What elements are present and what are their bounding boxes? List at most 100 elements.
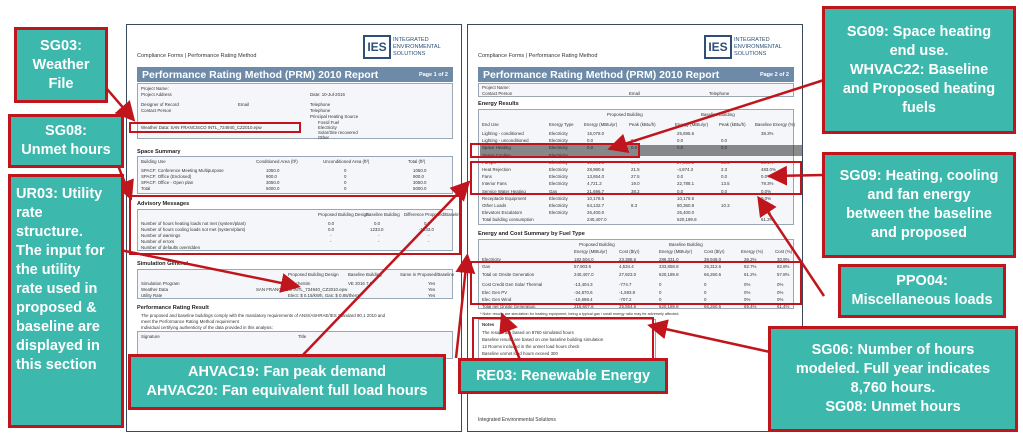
callout-sg06-line-3: 8,760 hours. (850, 380, 936, 396)
fuel-cell: 25,554.6 (619, 304, 637, 310)
energy-cell: Total building consumption (482, 217, 534, 223)
advisory-row-heating: Number of hours heating loads not met (s… (141, 221, 246, 226)
energy-cell: Heat Rejection (482, 167, 511, 172)
callout-sg09-mid-line-3: between the baseline (846, 206, 992, 222)
callout-ppo04-line-2: Miscellaneous loads (851, 292, 993, 308)
result-line-2: meet the Performance Rating Method requi… (141, 319, 239, 324)
hvac-energy-highlight-box (470, 161, 802, 195)
callout-ur03-line-4: The input for (16, 243, 105, 259)
fuel-cell: 0% (744, 282, 751, 288)
fuel-cell: Total net Onsite Generation (482, 304, 536, 310)
fuel-cell: 0 (704, 289, 707, 295)
fuel-cell: Elec Gen PV (482, 289, 508, 295)
space-summary-title: Space Summary (137, 149, 181, 155)
compliance-header-2: Compliance Forms | Performance Rating Me… (478, 53, 598, 59)
callout-re03-line-1: RE03: Renewable Energy (475, 367, 651, 384)
fuel-cell: 36.2% (744, 257, 757, 262)
callout-ur03-line-7: proposed & (16, 300, 97, 316)
energy-cell: 0.0 (721, 188, 728, 194)
energy-cell: Electricity (549, 203, 568, 208)
energy-cell: 38.3% (761, 131, 774, 136)
sim-row-program: Simulation Program (141, 281, 180, 286)
page-header: Compliance Forms | Performance Rating Me… (137, 35, 453, 65)
energy-cell: Electricity (549, 210, 568, 216)
energy-cell: 0.0 (677, 138, 684, 144)
fuel-cell: 0 (704, 297, 707, 302)
fuel-col-b-cost: Cost ($/yr) (704, 249, 725, 254)
space-row-2-use: SPACF: Office (Enclosed) (141, 174, 192, 179)
energy-cell: Fans (482, 174, 492, 180)
energy-cell: Electricity (549, 174, 568, 180)
energy-cell: 10,178.5 (587, 195, 605, 201)
fuel-cell: -1,593.9 (619, 289, 636, 295)
renewable-highlight-box (470, 261, 802, 305)
note-2: Baseline results are based on one baseli… (482, 337, 604, 342)
project-info-block: Project Name: Project Address Date: 10-J… (137, 83, 453, 140)
group-baseline-label: Baseline Building (701, 112, 735, 117)
callout-sg09-heating: SG09: Space heating end use. WHVAC22: Ba… (822, 6, 1016, 134)
fuel-cell: -707.2 (619, 297, 632, 302)
sim-col-proposed: Proposed Building Design (288, 272, 339, 277)
energy-cell: 26,400.0 (677, 210, 695, 216)
callout-sg08-line-2: Unmet hours (21, 142, 111, 158)
ies-logo-mark: IES (363, 35, 391, 59)
energy-cell: 0.0 (677, 188, 684, 194)
fuel-cell: 0 (659, 289, 662, 295)
fuel-cell: 333,858.8 (659, 264, 679, 270)
callout-sg03: SG03: Weather File (14, 27, 108, 103)
report-date: Date: 10-Jul-2016 (310, 92, 345, 97)
p2-project-name-label: Project Name: (482, 85, 510, 90)
callout-sg09-mid-line-4: and proposed (871, 225, 967, 241)
fuel-cell: 215,607.6 (574, 304, 594, 310)
space-row-2-cond: 900.0 (266, 174, 277, 179)
fuel-cell: 66,260.6 (704, 271, 722, 277)
fuel-col-energy-pct: Energy (%) (741, 249, 763, 254)
energy-cell: Electricity (549, 167, 568, 172)
fuel-cell: Electricity (482, 257, 501, 262)
callout-ur03: UR03: Utility rate structure. The input … (8, 174, 124, 428)
notes-highlight-box (472, 317, 654, 363)
space-row-3-use: SPACF: Office - Open plan (141, 180, 194, 185)
energy-cell: Elevators Escalators (482, 210, 523, 216)
space-col-total: Total (ft²) (408, 159, 426, 164)
callout-sg09-top-line-2: end use. (889, 42, 949, 59)
project-name-label: Project Name: (141, 86, 169, 91)
notes-title: Notes (482, 322, 495, 327)
weather-highlight-box (129, 122, 301, 133)
energy-cell: 26,400.0 (587, 210, 605, 216)
fuel-cell: -34,870.6 (574, 289, 593, 295)
ies-logo-mark-2: IES (704, 35, 732, 59)
fuel-cell: 66,260.6 (704, 304, 722, 310)
callout-sg08: SG08: Unmet hours (8, 114, 124, 168)
fuel-cell: 182,504.0 (574, 257, 594, 262)
fuel-col-p-cost: Cost ($/yr) (619, 249, 640, 254)
sim-row-utility-s: Yes (428, 293, 436, 298)
callout-ur03-line-5: the utility (16, 262, 81, 278)
callout-sg08-line-1: SG08: (45, 123, 87, 139)
fuel-cell: Total on Onsite Generation (482, 271, 535, 277)
telephone-label: Telephone (310, 102, 331, 107)
energy-cell: Lighting - unconditioned (482, 138, 529, 144)
sim-row-weather-p: SAN FRANCISCO INTL_724940_CZ2010.epw (256, 287, 348, 292)
ies-logo-text: INTEGRATED ENVIRONMENTAL SOLUTIONS (393, 37, 441, 57)
fuel-cell: 82.7% (744, 264, 757, 270)
energy-cell: Interior Fans (482, 181, 507, 187)
energy-cell: 80,360.8 (677, 203, 695, 208)
space-col-unconditioned: Unconditioned Area (ft²) (323, 159, 370, 164)
fuel-summary-title: Energy and Cost Summary by Fuel Type (478, 231, 585, 237)
sim-row-utility: Utility Rate (141, 293, 163, 298)
callout-sg09-hvac: SG09: Heating, cooling and fan energy be… (822, 152, 1016, 258)
fuel-cell: -10,688.4 (574, 297, 593, 302)
callout-sg09-top-line-4: and Proposed heating (842, 80, 996, 97)
fuel-group-baseline: Baseline Building (669, 242, 703, 247)
advisory-row-errors: Number of errors (141, 239, 175, 244)
p2-contact-label: Contact Person (482, 91, 513, 96)
energy-cell: 19.0 (631, 181, 640, 187)
space-row-total-total: 5000.0 (413, 186, 427, 191)
energy-cell: 13,654.0 (587, 174, 605, 180)
callout-ppo04-line-1: PPO04: (896, 273, 948, 289)
note-3: 12 Rooms included in the unmet load hour… (482, 344, 580, 349)
energy-cell: Lighting - conditioned (482, 131, 524, 136)
fuel-cell: 286,331.0 (659, 257, 679, 262)
fuel-group-proposed: Proposed Building (579, 242, 615, 247)
